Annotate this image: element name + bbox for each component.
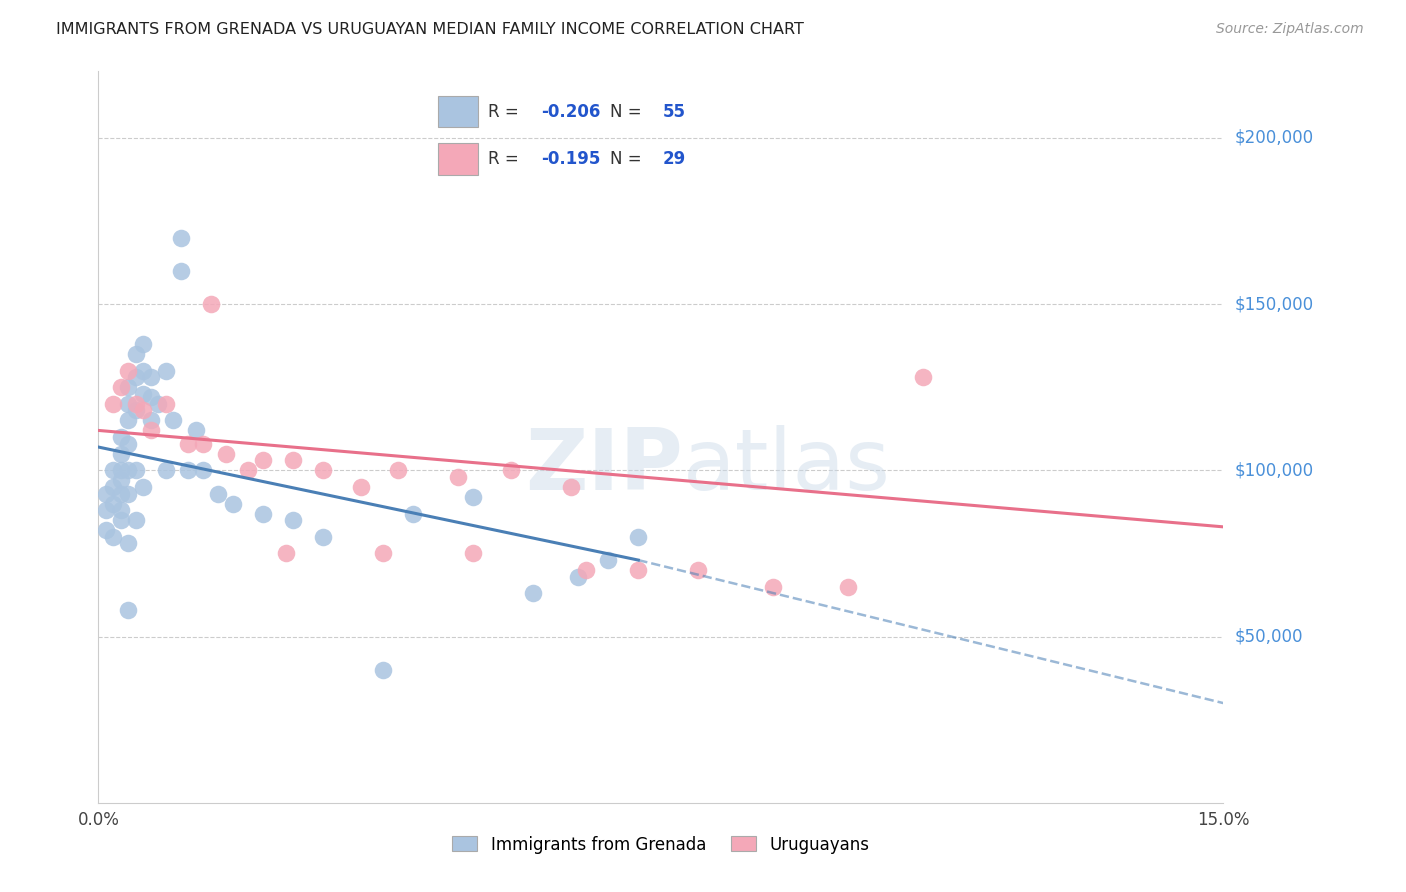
Point	[125, 370, 148, 384]
Point	[575, 563, 598, 577]
Point	[110, 380, 132, 394]
Point	[110, 513, 132, 527]
Point	[132, 363, 155, 377]
Point	[139, 413, 162, 427]
Point	[103, 397, 125, 411]
Point	[103, 497, 125, 511]
Point	[125, 403, 148, 417]
Point	[132, 337, 155, 351]
Point	[117, 363, 139, 377]
Point	[627, 530, 650, 544]
Point	[463, 490, 485, 504]
Point	[447, 470, 470, 484]
Point	[688, 563, 710, 577]
Point	[200, 297, 222, 311]
Point	[117, 413, 139, 427]
Point	[274, 546, 297, 560]
Point	[837, 580, 859, 594]
Point	[110, 430, 132, 444]
Text: atlas: atlas	[683, 425, 891, 508]
Point	[387, 463, 409, 477]
Point	[207, 486, 229, 500]
Point	[155, 463, 177, 477]
Point	[139, 390, 162, 404]
Text: IMMIGRANTS FROM GRENADA VS URUGUAYAN MEDIAN FAMILY INCOME CORRELATION CHART: IMMIGRANTS FROM GRENADA VS URUGUAYAN MED…	[56, 22, 804, 37]
Point	[598, 553, 620, 567]
Point	[238, 463, 260, 477]
Point	[222, 497, 245, 511]
Point	[373, 663, 395, 677]
Point	[132, 480, 155, 494]
Point	[170, 230, 193, 244]
Point	[252, 453, 274, 467]
Point	[463, 546, 485, 560]
Point	[110, 463, 132, 477]
Point	[132, 403, 155, 417]
Point	[117, 397, 139, 411]
Point	[522, 586, 544, 600]
Point	[312, 530, 335, 544]
Point	[94, 523, 117, 537]
Point	[125, 347, 148, 361]
Point	[103, 463, 125, 477]
Point	[139, 370, 162, 384]
Point	[499, 463, 522, 477]
Point	[177, 463, 200, 477]
Point	[125, 513, 148, 527]
Point	[560, 480, 582, 494]
Point	[373, 546, 395, 560]
Point	[125, 463, 148, 477]
Point	[402, 507, 425, 521]
Point	[117, 380, 139, 394]
Point	[762, 580, 785, 594]
Text: $150,000: $150,000	[1234, 295, 1313, 313]
Point	[252, 507, 274, 521]
Point	[148, 397, 170, 411]
Point	[170, 264, 193, 278]
Text: Source: ZipAtlas.com: Source: ZipAtlas.com	[1216, 22, 1364, 37]
Text: $50,000: $50,000	[1234, 628, 1303, 646]
Point	[94, 503, 117, 517]
Point	[312, 463, 335, 477]
Text: $200,000: $200,000	[1234, 128, 1313, 147]
Point	[283, 453, 305, 467]
Point	[193, 436, 215, 450]
Point	[627, 563, 650, 577]
Point	[110, 486, 132, 500]
Point	[193, 463, 215, 477]
Point	[110, 503, 132, 517]
Point	[125, 397, 148, 411]
Text: ZIP: ZIP	[526, 425, 683, 508]
Point	[215, 447, 238, 461]
Point	[117, 486, 139, 500]
Point	[567, 570, 589, 584]
Point	[132, 387, 155, 401]
Point	[94, 486, 117, 500]
Legend: Immigrants from Grenada, Uruguayans: Immigrants from Grenada, Uruguayans	[446, 829, 876, 860]
Point	[117, 436, 139, 450]
Point	[110, 447, 132, 461]
Point	[103, 480, 125, 494]
Point	[177, 436, 200, 450]
Text: $100,000: $100,000	[1234, 461, 1313, 479]
Point	[117, 536, 139, 550]
Point	[283, 513, 305, 527]
Point	[155, 363, 177, 377]
Point	[103, 530, 125, 544]
Point	[139, 424, 162, 438]
Point	[117, 603, 139, 617]
Point	[117, 463, 139, 477]
Point	[110, 473, 132, 487]
Point	[155, 397, 177, 411]
Point	[184, 424, 207, 438]
Point	[162, 413, 184, 427]
Point	[912, 370, 935, 384]
Point	[350, 480, 373, 494]
